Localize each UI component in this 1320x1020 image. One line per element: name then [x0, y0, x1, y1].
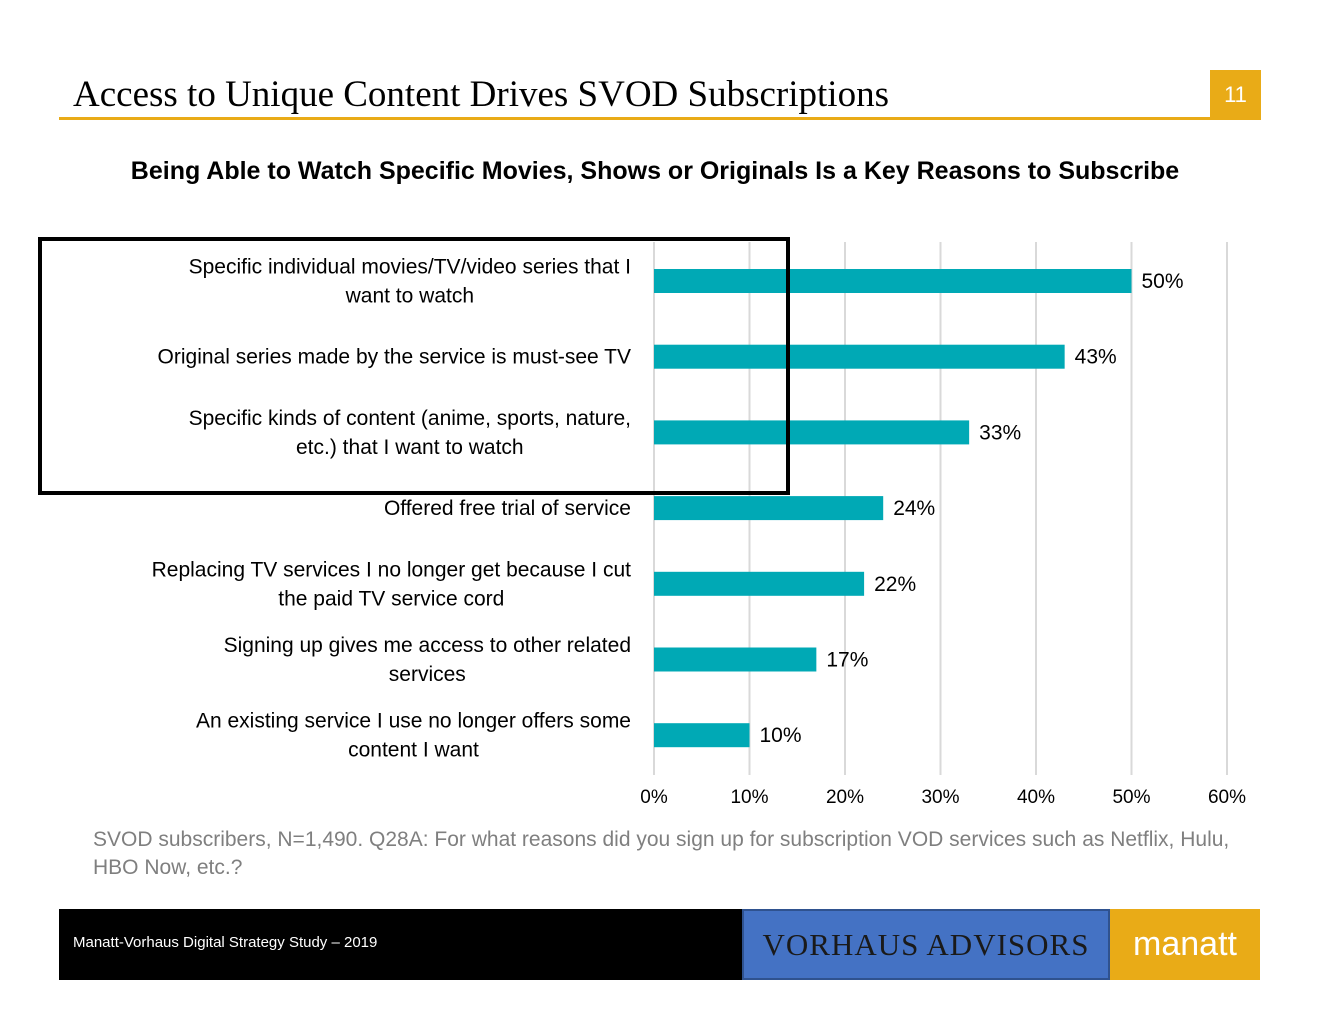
category-label: An existing service I use no longer offe…: [196, 710, 631, 733]
x-tick-label: 30%: [921, 787, 959, 808]
x-tick-label: 50%: [1112, 787, 1150, 808]
bar: [654, 647, 817, 672]
bar-chart: 50% Specific individual movies/TV/video s…: [152, 242, 1246, 808]
bar: [654, 344, 1065, 369]
category-label: content I want: [348, 739, 479, 762]
category-label: Original series made by the service is m…: [158, 346, 631, 369]
title-divider: [59, 117, 1261, 120]
vorhaus-advisors-logo: VORHAUS ADVISORS: [742, 909, 1110, 980]
bar: [654, 496, 884, 521]
bar: [654, 571, 865, 596]
x-tick-label: 20%: [826, 787, 864, 808]
data-label: 10%: [760, 724, 802, 747]
category-label: Offered free trial of service: [384, 497, 631, 520]
data-label: 22%: [874, 573, 916, 596]
data-label: 43%: [1075, 346, 1117, 369]
category-label: Signing up gives me access to other rela…: [224, 634, 631, 657]
x-tick-label: 10%: [730, 787, 768, 808]
manatt-logo: manatt: [1110, 909, 1260, 980]
bar: [654, 723, 750, 748]
data-label: 50%: [1142, 270, 1184, 293]
page-number-badge: 11: [1210, 70, 1261, 120]
chart-title: Being Able to Watch Specific Movies, Sho…: [130, 157, 1180, 185]
x-tick-label: 0%: [640, 787, 668, 808]
footnote: SVOD subscribers, N=1,490. Q28A: For wha…: [93, 828, 1230, 879]
footer-study-label: Manatt-Vorhaus Digital Strategy Study – …: [59, 909, 742, 980]
data-label: 33%: [979, 421, 1021, 444]
category-label: services: [389, 663, 466, 686]
highlight-box: [38, 237, 790, 495]
data-label: 24%: [893, 497, 935, 520]
category-label: the paid TV service cord: [278, 587, 504, 610]
category-label: Specific individual movies/TV/video seri…: [189, 256, 631, 279]
slide-title: Access to Unique Content Drives SVOD Sub…: [73, 74, 889, 115]
category-label: Replacing TV services I no longer get be…: [152, 558, 632, 581]
x-tick-label: 60%: [1208, 787, 1246, 808]
data-label: 17%: [826, 649, 868, 672]
category-label: etc.) that I want to watch: [296, 436, 524, 459]
x-tick-label: 40%: [1017, 787, 1055, 808]
category-label: want to watch: [345, 285, 474, 308]
bar: [654, 269, 1132, 293]
bar: [654, 420, 970, 445]
category-label: Specific kinds of content (anime, sports…: [189, 407, 631, 430]
